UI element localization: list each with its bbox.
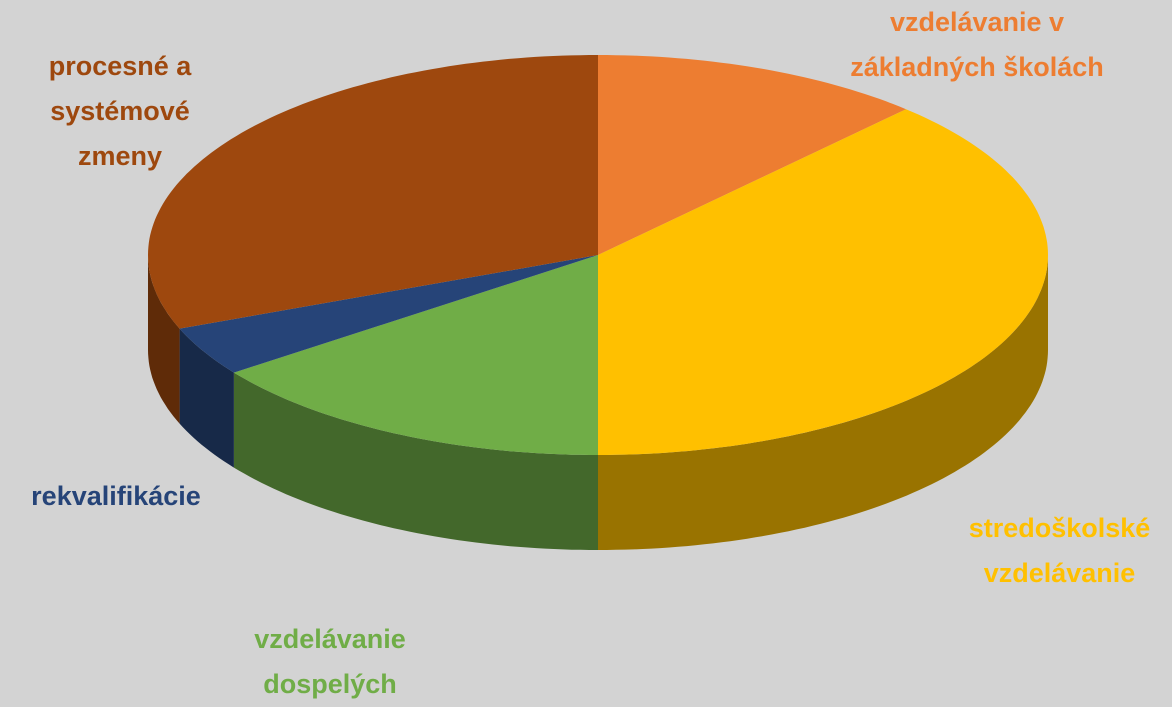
slice-side	[148, 255, 180, 424]
slice-label: vzdelávanie dospelých	[254, 624, 406, 699]
slice	[148, 55, 598, 329]
slice-side	[179, 328, 234, 468]
slice-side	[598, 255, 1048, 550]
slice-label: procesné a systémové zmeny	[48, 51, 192, 171]
slice-label: rekvalifikácie	[31, 481, 201, 511]
slice	[179, 255, 598, 373]
page: vzdelávanie v základných školách stredoš…	[31, 7, 1151, 699]
slice-side	[233, 372, 598, 550]
slice-label: stredoškolské vzdelávanie	[968, 513, 1151, 588]
slice	[598, 109, 1048, 455]
slice-label: vzdelávanie v základných školách	[850, 7, 1104, 82]
slice	[598, 55, 906, 255]
chart	[148, 55, 1048, 550]
slice	[233, 255, 598, 455]
